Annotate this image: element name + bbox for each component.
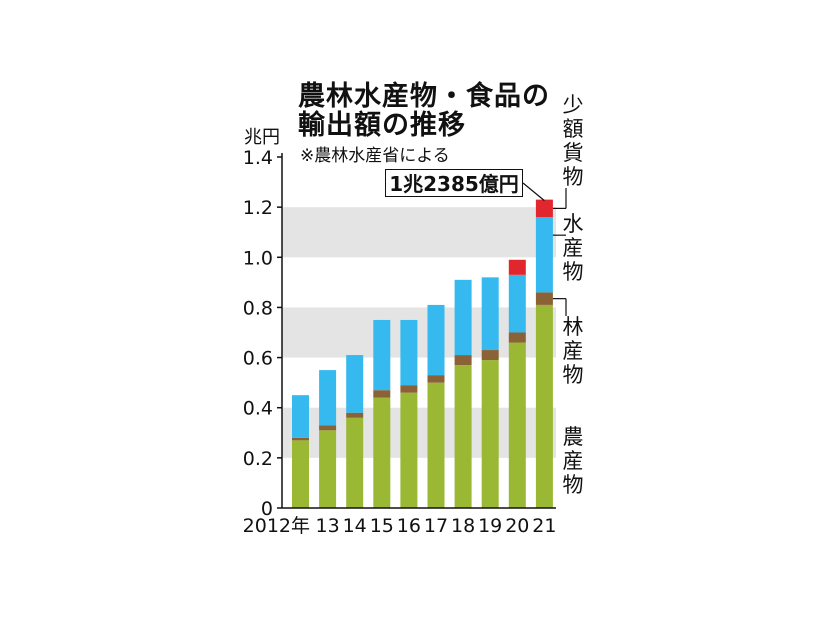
y-tick-label: 0 [261,498,273,520]
grid-band-2 [282,207,556,258]
bar-segment-2 [454,279,472,356]
bar-segment-1 [481,350,499,361]
y-unit-label: 兆円 [244,127,280,148]
bar-segment-0 [427,382,445,508]
bar-segment-1 [535,292,553,305]
bars [292,199,553,508]
y-tick-label: 0.4 [243,398,273,420]
bar-segment-1 [454,355,472,366]
x-axis: 2012年 13 14 15 16 17 18 19 20 21 [243,507,556,537]
y-tick-label: 0.6 [243,348,273,370]
x-tick-label: 17 [424,515,448,537]
bar-segment-1 [346,412,364,418]
source-note: ※農林水産省による [300,146,450,166]
bar-segment-2 [400,319,418,386]
bar-segment-0 [481,360,499,508]
bar-segment-0 [400,392,418,508]
bar-segment-0 [508,342,526,508]
legend-leaders [522,182,567,316]
chart-title-line-2: 輸出額の推移 [298,110,466,141]
x-tick-label: 18 [451,515,475,537]
bar-segment-0 [373,397,391,508]
leader-callout [522,182,545,202]
bar-segment-0 [346,417,364,508]
bar-segment-0 [319,430,337,508]
bar-segment-1 [319,425,337,431]
y-axis: 0 0.2 0.4 0.6 0.8 1.0 1.2 1.4 [243,147,283,520]
bar-segment-3 [535,199,553,218]
bar-segment-2 [292,395,309,438]
bar-segment-0 [292,440,309,508]
x-tick-label: 19 [478,515,502,537]
total-callout: 1兆2385億円 [385,169,523,197]
bar-segment-2 [346,355,364,413]
bar-segment-2 [508,274,526,333]
bar-segment-0 [454,365,472,508]
legend-label-agriculture: 農産物 [562,425,584,497]
y-tick-label: 0.8 [243,297,273,319]
x-tick-label: 21 [532,515,556,537]
bar-segment-2 [319,370,337,426]
x-tick-label: 16 [397,515,421,537]
bar-segment-1 [292,437,309,441]
x-tick-label: 2012年 [243,515,310,537]
bar-segment-2 [481,277,499,351]
bar-segment-1 [400,385,418,393]
y-tick-label: 1.4 [243,147,273,169]
x-tick-label: 15 [370,515,394,537]
y-tick-label: 0.2 [243,448,273,470]
bar-segment-1 [508,332,526,343]
bar-segment-0 [535,304,553,508]
bar-segment-2 [427,304,445,376]
bar-segment-1 [427,375,445,383]
x-tick-label: 13 [316,515,340,537]
y-tick-label: 1.0 [243,247,273,269]
x-tick-label: 20 [505,515,529,537]
legend-label-forestry: 林産物 [562,315,584,387]
x-tick-label: 14 [343,515,367,537]
legend-label-fishery: 水産物 [562,212,584,284]
bar-segment-1 [373,390,391,398]
bar-segment-2 [373,319,391,391]
legend-label-small-cargo: 少額貨物 [562,93,584,189]
y-tick-label: 1.2 [243,197,273,219]
chart-title-line-1: 農林水産物・食品の [298,81,550,112]
bar-segment-2 [535,217,553,293]
bar-segment-3 [508,259,526,275]
